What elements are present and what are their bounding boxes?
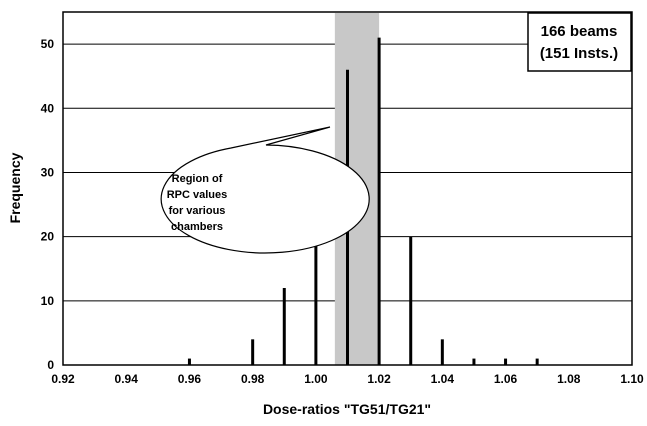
y-tick-50: 50 [41,37,55,51]
y-tick-40: 40 [41,101,55,115]
annotation-callout: Region of RPC values for various chamber… [160,126,370,254]
legend-line-2: (151 Insts.) [540,45,618,62]
legend-line-1: 166 beams [541,23,618,40]
x-tick-0.94: 0.94 [115,372,139,386]
x-tick-1.02: 1.02 [367,372,391,386]
legend-box: 166 beams (151 Insts.) [527,12,632,72]
y-axis-title: Frequency [7,152,23,223]
x-tick-1.06: 1.06 [494,372,518,386]
legend-frame [527,12,632,72]
x-tick-labels: 0.92 0.94 0.96 0.98 1.00 1.02 1.04 1.06 1.08 1.10 [51,372,644,386]
y-tick-0: 0 [47,358,54,372]
x-tick-1.08: 1.08 [557,372,581,386]
callout-line-4: chambers [171,221,223,233]
plot-frame [62,11,633,366]
x-axis-title: Dose-ratios "TG51/TG21" [263,401,431,417]
x-tick-1.10: 1.10 [620,372,644,386]
y-tick-30: 30 [41,165,55,179]
callout-line-3: for various [169,205,226,217]
callout-line-2: RPC values [167,189,228,201]
y-tick-10: 10 [41,294,55,308]
y-tick-20: 20 [41,230,55,244]
x-tick-1.04: 1.04 [431,372,455,386]
callout-line-1: Region of [172,173,223,185]
x-tick-0.96: 0.96 [178,372,202,386]
x-tick-1.00: 1.00 [304,372,328,386]
y-tick-labels: 0 10 20 30 40 50 [41,37,55,372]
x-tick-0.98: 0.98 [241,372,265,386]
callout-bubble [160,126,370,254]
x-tick-0.92: 0.92 [51,372,75,386]
